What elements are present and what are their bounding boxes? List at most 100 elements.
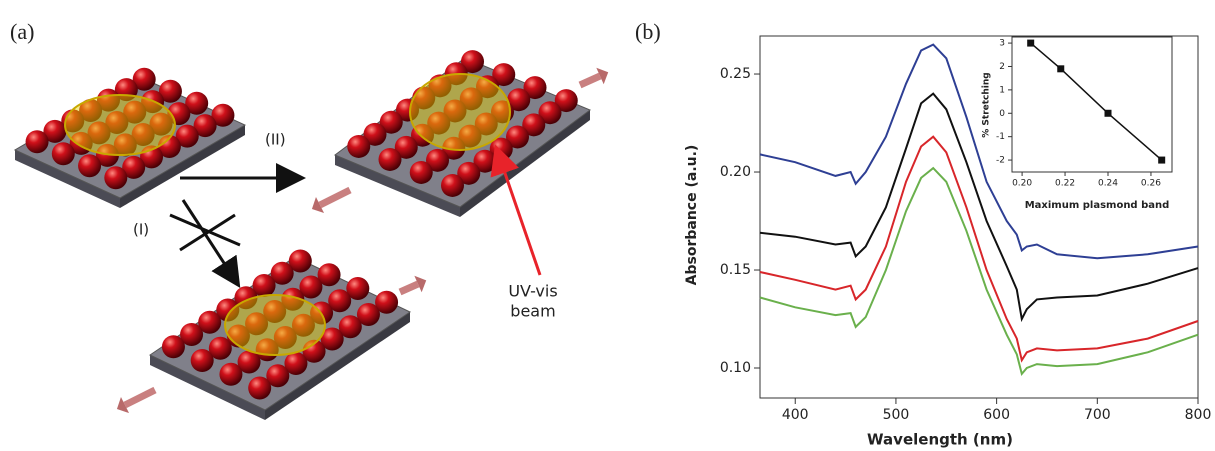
x-tick-label: 0.24 [1098, 179, 1118, 189]
y-tick-label: 0.25 [720, 66, 751, 82]
particle [211, 103, 235, 127]
substrate-side [265, 312, 410, 420]
stretch-arrow [318, 186, 352, 209]
particle [198, 310, 222, 334]
y-tick-label: 3 [999, 39, 1005, 49]
particle [457, 161, 481, 185]
x-tick-label: 500 [883, 407, 910, 423]
particle [190, 349, 214, 372]
x-tick-label: 600 [983, 407, 1010, 423]
beam-spot [224, 294, 326, 356]
particle [538, 101, 562, 125]
y-tick-label: 1 [999, 85, 1005, 95]
particle [252, 274, 276, 297]
particle [409, 160, 433, 184]
particle [522, 113, 546, 137]
stretch-arrow [123, 386, 157, 409]
particle [95, 143, 119, 167]
particle [185, 91, 209, 115]
particle [363, 122, 387, 146]
particle [356, 303, 380, 326]
point [1158, 156, 1166, 164]
particle [441, 173, 464, 197]
particle [320, 327, 344, 351]
particle [237, 350, 261, 374]
stretch-arrowhead [116, 396, 130, 414]
y-tick-label: 2 [999, 62, 1005, 72]
particle [554, 89, 578, 113]
inset-background [1012, 37, 1172, 172]
inset-x-label: Maximum plasmond band [1025, 200, 1170, 211]
x-tick-label: 800 [1185, 407, 1212, 423]
beam-spot [64, 94, 176, 156]
y-axis-label: Absorbance (a.u.) [684, 145, 700, 286]
y-tick-label: -1 [996, 132, 1005, 142]
particle [299, 275, 323, 299]
particle [131, 123, 155, 146]
particle [122, 155, 146, 179]
line-series [759, 92, 1199, 323]
y-tick-label: 0 [999, 109, 1005, 119]
line-series [759, 166, 1199, 377]
x-tick-label: 0.20 [1012, 179, 1032, 189]
particle [78, 154, 102, 178]
line-series [1030, 42, 1163, 161]
particle [426, 148, 449, 172]
beam-arrow [490, 144, 542, 276]
point [1104, 109, 1112, 117]
step-label: (II) [265, 131, 286, 149]
particle [270, 261, 294, 285]
stretch-arrow [578, 72, 602, 89]
x-tick-label: 700 [1084, 407, 1111, 423]
stretch-arrowhead [414, 275, 427, 293]
particle [43, 119, 67, 143]
particle [113, 133, 137, 157]
point [1027, 39, 1035, 47]
particle [427, 111, 451, 135]
particle [394, 135, 418, 159]
step-label: (I) [133, 221, 149, 239]
particle [180, 323, 204, 346]
diagram [13, 50, 609, 420]
particle [291, 313, 315, 337]
particle [328, 289, 352, 313]
particle [396, 98, 419, 122]
particle [459, 87, 483, 111]
plot-frame [1011, 36, 1173, 173]
particle [281, 287, 305, 311]
cross [179, 213, 236, 252]
y-tick-label: -2 [996, 156, 1005, 166]
particle [338, 315, 362, 339]
particle [458, 124, 482, 148]
particle [104, 166, 128, 190]
particle [158, 79, 182, 103]
particle [208, 336, 232, 360]
particle [157, 135, 181, 158]
point [1057, 65, 1065, 73]
particle [302, 339, 326, 363]
line-series [759, 135, 1199, 363]
particle [263, 300, 287, 323]
particle [443, 99, 467, 123]
stretch-arrowhead [311, 196, 325, 214]
particle [123, 100, 147, 124]
particle [347, 134, 371, 158]
particle [248, 376, 272, 400]
x-axis-label: Wavelength (nm) [867, 431, 1013, 449]
particle [273, 326, 297, 349]
y-tick-label: 0.20 [720, 164, 751, 180]
beam-label: UV-vis [508, 282, 557, 301]
substrate-side [150, 355, 265, 420]
substrate-side [120, 125, 245, 208]
particle [51, 142, 75, 166]
particle [491, 100, 514, 124]
x-tick-label: 0.26 [1141, 179, 1161, 189]
particle [507, 88, 531, 112]
panel-label: (b) [635, 19, 661, 44]
stretch-arrowhead [596, 67, 609, 85]
particle [375, 290, 399, 314]
particle [506, 125, 529, 149]
particle [219, 362, 243, 386]
particle [461, 50, 484, 74]
